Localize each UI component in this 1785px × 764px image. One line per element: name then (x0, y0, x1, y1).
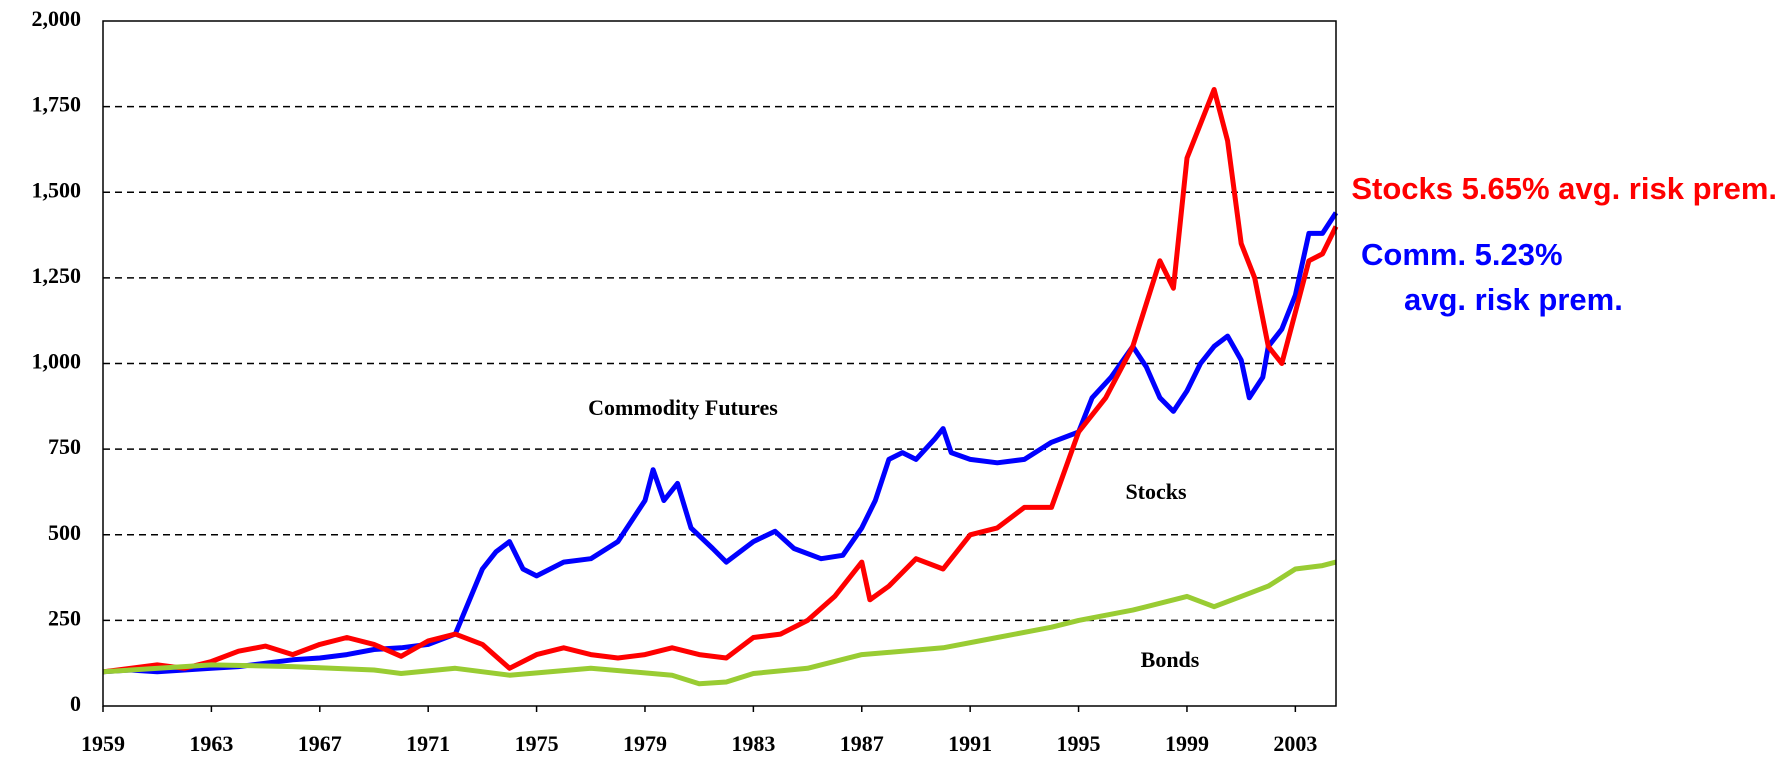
y-tick-label: 750 (48, 434, 81, 459)
y-tick-label: 1,500 (32, 177, 82, 202)
annotation: Comm. 5.23% (1361, 237, 1563, 272)
x-tick-label: 1971 (406, 731, 450, 756)
series-line (102, 559, 1337, 687)
series-label: Bonds (1141, 647, 1200, 672)
y-tick-label: 0 (70, 691, 81, 716)
series-line (102, 211, 1339, 675)
series-label: Stocks (1125, 479, 1187, 504)
y-tick-label: 1,250 (32, 263, 82, 288)
plot-frame (102, 20, 1337, 707)
y-tick-label: 1,750 (32, 92, 82, 117)
x-tick-label: 1967 (298, 731, 342, 756)
y-tick-label: 250 (48, 605, 81, 630)
x-tick-label: 2003 (1273, 731, 1317, 756)
x-tick-label: 1983 (731, 731, 775, 756)
x-tick-label: 1995 (1057, 731, 1101, 756)
x-tick-label: 1959 (81, 731, 125, 756)
x-tick-label: 1999 (1165, 731, 1209, 756)
x-tick-label: 1963 (189, 731, 233, 756)
y-tick-label: 500 (48, 520, 81, 545)
y-tick-label: 2,000 (32, 6, 82, 31)
x-tick-label: 1975 (515, 731, 559, 756)
annotation: avg. risk prem. (1404, 282, 1623, 317)
x-tick-label: 1979 (623, 731, 667, 756)
x-tick-label: 1987 (840, 731, 884, 756)
series-line (102, 87, 1339, 675)
x-tick-label: 1991 (948, 731, 992, 756)
series-label: Commodity Futures (588, 395, 778, 420)
y-tick-label: 1,000 (32, 349, 82, 374)
annotation: Stocks 5.65% avg. risk prem. (1351, 171, 1777, 206)
